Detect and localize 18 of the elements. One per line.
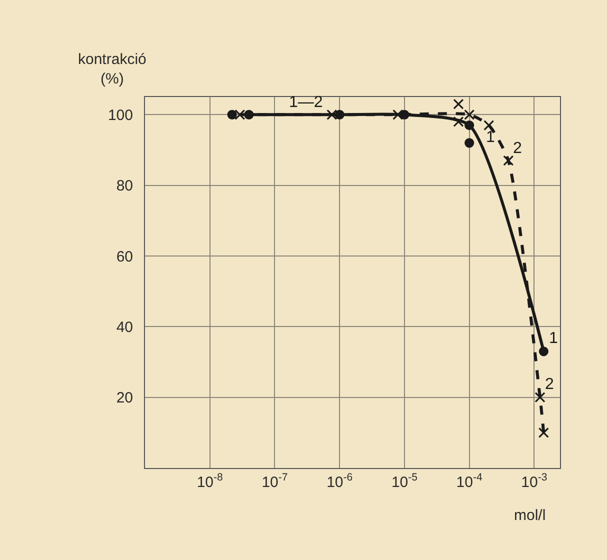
annotation: 1 — [486, 129, 495, 146]
y-tick-label: 60 — [116, 248, 133, 266]
annotation: 2 — [513, 140, 522, 157]
y-tick-label: 80 — [116, 178, 133, 195]
x-tick-label: 10$^{-5}$ — [391, 472, 418, 491]
x-axis-title: mol/l — [514, 507, 546, 524]
y-tick-label: 20 — [116, 390, 133, 407]
x-tick-label: 10$^{-7}$ — [262, 472, 288, 491]
annotation: 2 — [545, 376, 554, 393]
y-axis-title: kontrakció (%) — [78, 51, 146, 88]
x-tick-label: 10$^{-6}$ — [326, 472, 353, 491]
y-tick-label: 40 — [116, 318, 133, 336]
x-tick-label: 10$^{-8}$ — [196, 472, 224, 491]
x-tick-label: 10$^{-4}$ — [456, 472, 482, 491]
annotation: 1—2 — [289, 94, 323, 111]
y-tick-label: 100 — [108, 106, 133, 124]
x-tick-label: 10$^{-3}$ — [521, 472, 548, 491]
annotation: 1 — [549, 330, 558, 347]
